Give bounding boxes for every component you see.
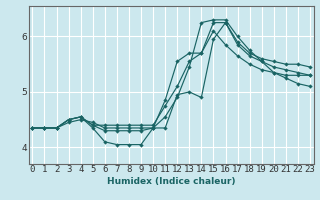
X-axis label: Humidex (Indice chaleur): Humidex (Indice chaleur) — [107, 177, 236, 186]
